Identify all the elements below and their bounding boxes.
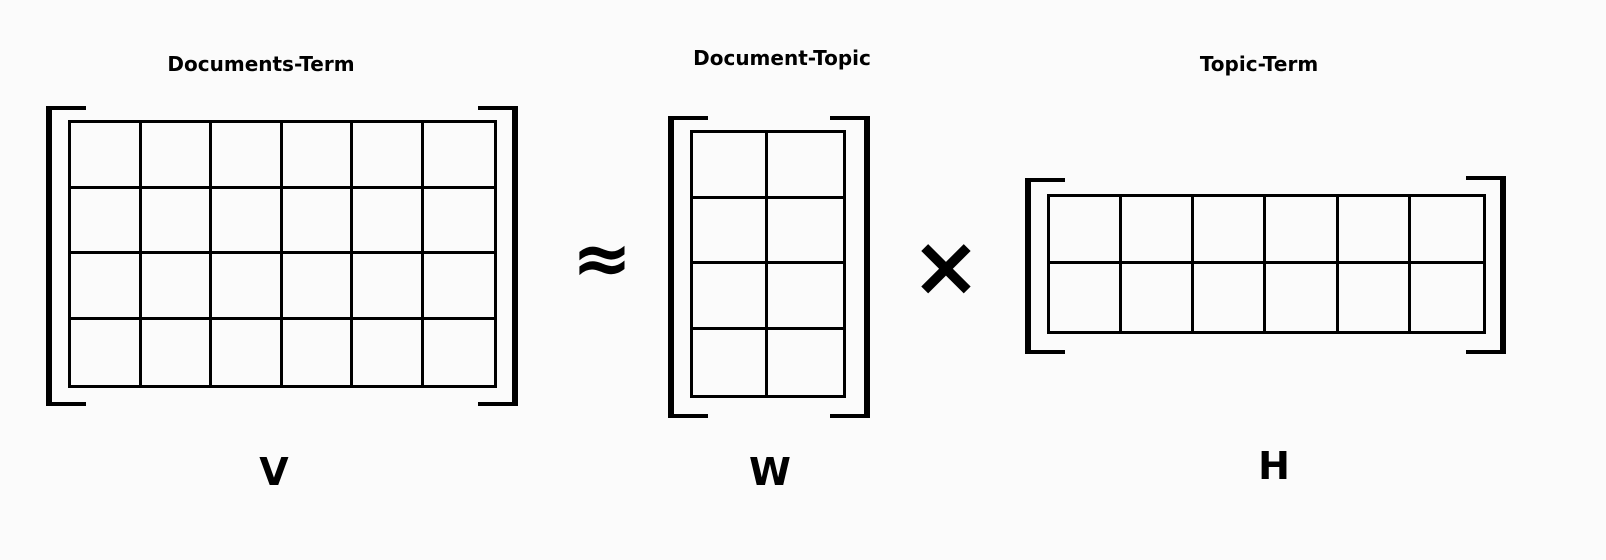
matrix-h-right-bracket: [1466, 176, 1506, 354]
matrix-cell: [424, 320, 495, 386]
matrix-cell: [1050, 264, 1123, 331]
matrix-w-title: Document-Topic: [693, 46, 871, 70]
matrix-cell: [423, 189, 494, 254]
matrix-w-left-bracket: [668, 116, 708, 418]
matrix-cell: [1410, 197, 1483, 264]
matrix-h-title: Topic-Term: [1199, 52, 1319, 76]
matrix-cell: [1266, 197, 1339, 264]
matrix-w-label: W: [749, 450, 791, 494]
matrix-w-right-bracket: [830, 116, 870, 418]
matrix-cell: [1050, 197, 1123, 264]
matrix-cell: [1338, 197, 1411, 264]
matrix-cell: [212, 188, 283, 254]
approx-operator: ≈: [571, 216, 633, 300]
matrix-cell: [353, 123, 424, 189]
times-operator: ×: [910, 217, 982, 315]
matrix-cell: [353, 319, 424, 385]
matrix-cell: [1266, 264, 1339, 331]
matrix-cell: [141, 254, 212, 320]
matrix-cell: [142, 319, 212, 385]
matrix-cell: [1339, 264, 1411, 331]
matrix-v-title: Documents-Term: [167, 52, 355, 76]
matrix-cell: [282, 254, 353, 320]
matrix-v-label: V: [259, 450, 289, 494]
matrix-cell: [768, 330, 843, 396]
matrix-cell: [768, 133, 843, 199]
matrix-cell: [71, 254, 142, 320]
matrix-cell: [768, 264, 843, 330]
matrix-h-left-bracket: [1025, 178, 1065, 354]
matrix-cell: [693, 329, 768, 395]
matrix-cell: [1411, 264, 1483, 331]
matrix-cell: [693, 264, 768, 330]
matrix-cell: [71, 188, 142, 254]
matrix-cell: [141, 123, 212, 189]
matrix-cell: [282, 188, 353, 254]
matrix-w-grid: [690, 130, 846, 398]
matrix-cell: [693, 198, 768, 264]
matrix-cell: [71, 123, 142, 189]
matrix-cell: [283, 319, 353, 385]
matrix-v-grid: [68, 120, 497, 388]
matrix-h-grid: [1047, 194, 1486, 334]
matrix-cell: [693, 133, 768, 199]
matrix-cell: [1122, 197, 1195, 264]
matrix-cell: [423, 254, 494, 320]
matrix-cell: [423, 123, 494, 189]
matrix-cell: [353, 188, 424, 254]
matrix-cell: [1194, 197, 1267, 264]
matrix-cell: [1122, 264, 1195, 331]
matrix-cell: [141, 188, 212, 254]
matrix-cell: [212, 254, 283, 320]
matrix-cell: [212, 123, 283, 189]
matrix-h-label: H: [1258, 444, 1290, 488]
matrix-cell: [353, 254, 424, 320]
matrix-cell: [1194, 264, 1267, 331]
matrix-v-right-bracket: [478, 106, 518, 406]
matrix-v-left-bracket: [46, 106, 86, 406]
matrix-cell: [212, 319, 283, 385]
matrix-cell: [71, 319, 142, 385]
matrix-cell: [768, 199, 843, 264]
matrix-cell: [282, 123, 353, 189]
